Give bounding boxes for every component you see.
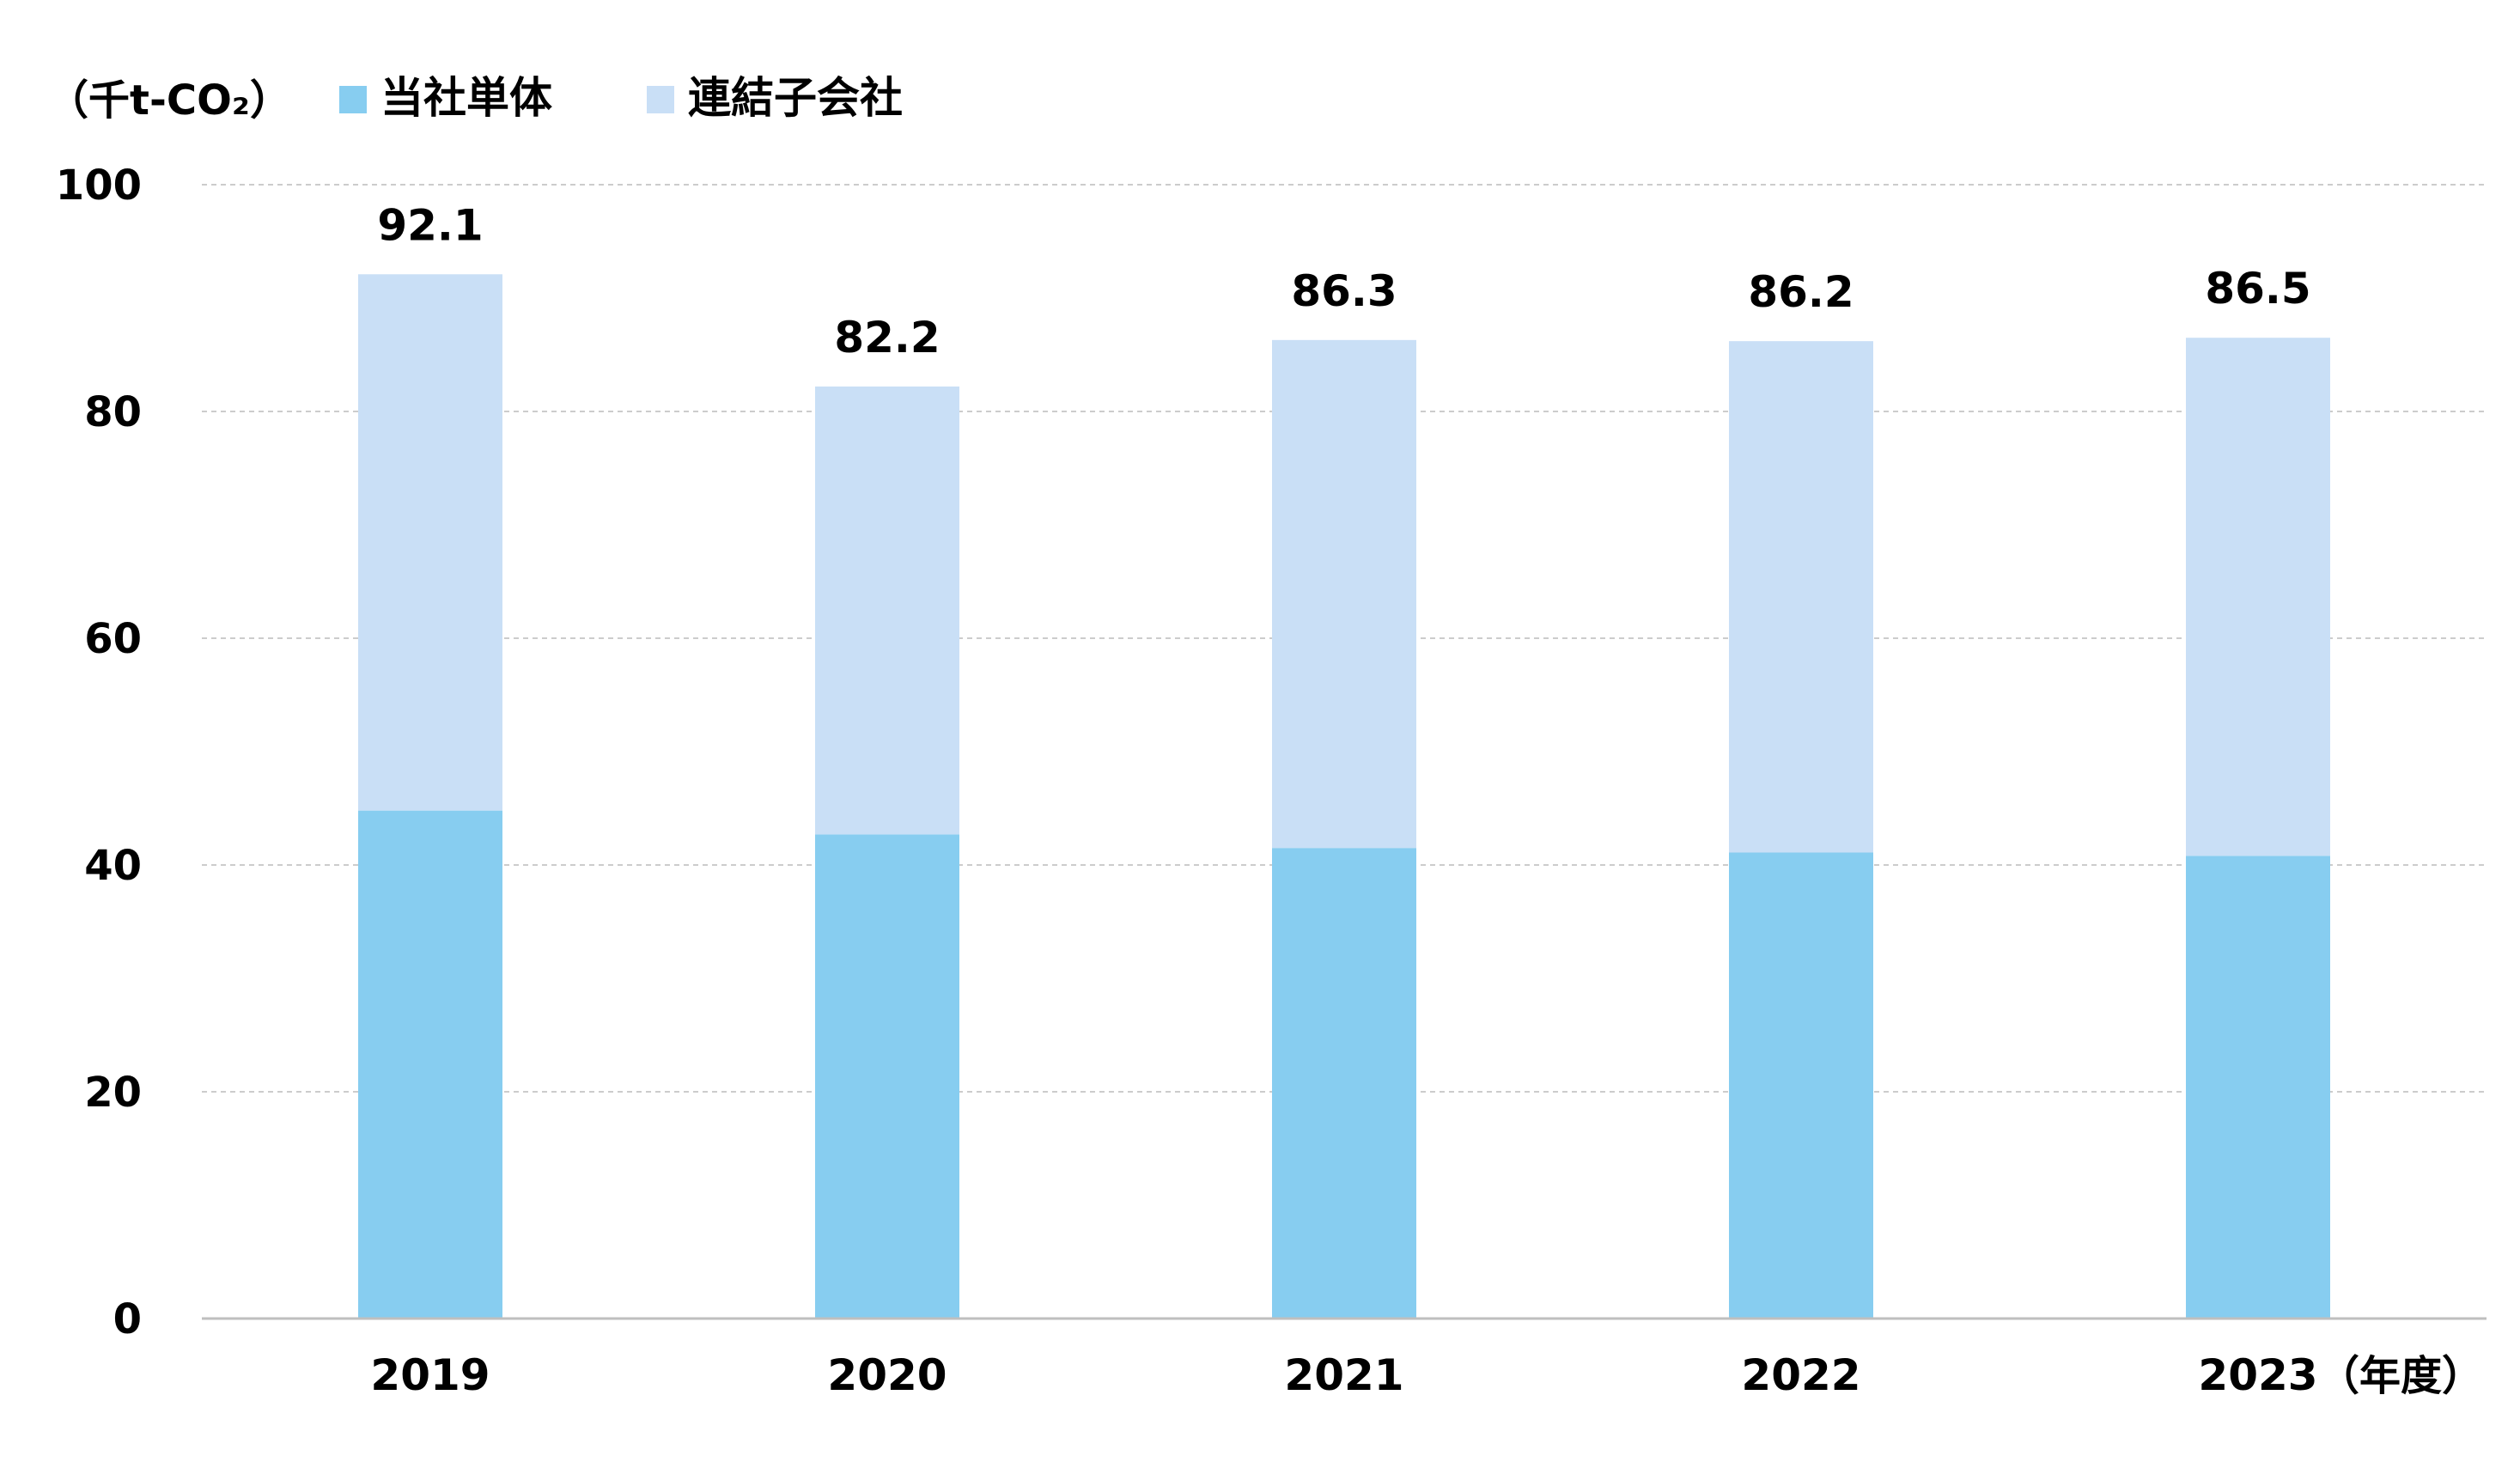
- total-label: 86.3: [1291, 266, 1397, 316]
- y-tick-label: 20: [84, 1069, 142, 1117]
- total-label: 86.5: [2205, 264, 2310, 314]
- bar-parent-2019: [358, 810, 502, 1319]
- x-tick-label: 2023: [2198, 1350, 2317, 1400]
- legend-swatch: [647, 86, 674, 113]
- bar-subsidiary-2020: [815, 386, 959, 835]
- y-tick-label: 40: [84, 842, 142, 890]
- x-unit-label: （年度）: [2318, 1352, 2483, 1400]
- y-unit-label: （千t-CO₂）: [47, 76, 291, 125]
- bar-parent-2022: [1729, 852, 1873, 1319]
- labels: 0 20 40 60 80 100 92.1 2019 82.2 2020 86.3 2021 86.2…: [56, 161, 2483, 1400]
- total-label: 82.2: [834, 313, 940, 362]
- bar-parent-2021: [1272, 848, 1416, 1319]
- total-label: 92.1: [377, 200, 483, 250]
- x-tick-label: 2021: [1284, 1350, 1403, 1400]
- legend-label: 連結子会社: [688, 73, 903, 123]
- bar-subsidiary-2019: [358, 274, 502, 811]
- total-label: 86.2: [1748, 267, 1853, 317]
- legend-swatch: [339, 86, 367, 113]
- y-tick-label: 60: [84, 615, 142, 663]
- bar-parent-2020: [815, 834, 959, 1319]
- x-tick-label: 2022: [1741, 1350, 1860, 1400]
- bar-parent-2023: [2186, 856, 2330, 1319]
- x-tick-label: 2020: [827, 1350, 947, 1400]
- bars: [358, 274, 2330, 1319]
- bar-subsidiary-2021: [1272, 339, 1416, 849]
- bar-subsidiary-2023: [2186, 338, 2330, 856]
- y-tick-label: 0: [113, 1295, 142, 1343]
- legend: （千t-CO₂） 当社単体 連結子会社: [47, 73, 903, 125]
- bar-subsidiary-2022: [1729, 341, 1873, 853]
- x-tick-label: 2019: [370, 1350, 490, 1400]
- gridlines: [202, 184, 2487, 1093]
- y-tick-label: 100: [56, 161, 142, 210]
- legend-label: 当社単体: [380, 73, 552, 123]
- y-tick-label: 80: [84, 388, 142, 436]
